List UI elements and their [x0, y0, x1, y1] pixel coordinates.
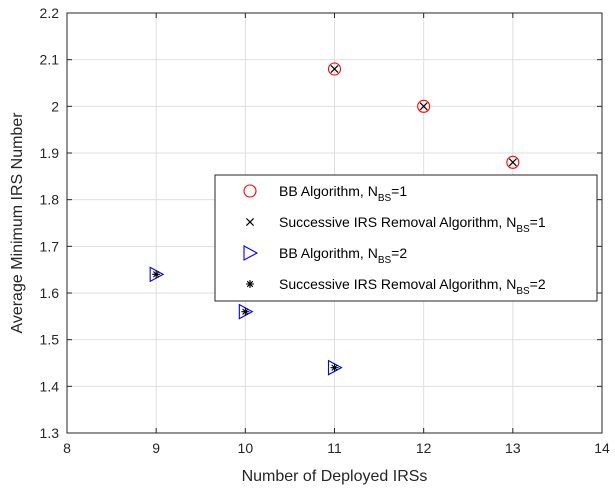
data-point-series-2: [419, 102, 428, 111]
tick-labels: 8 9 10 11 12 13 14 1.3 1.4 1.5 1.6 1.7 1.8 1.9 2 2.1 2.2: [40, 5, 610, 456]
legend-marker-2: [245, 217, 255, 227]
legend-marker-1: [243, 184, 257, 198]
x-tick-label: 12: [416, 440, 432, 456]
x-tick-label: 8: [63, 440, 71, 456]
y-tick-label: 1.8: [40, 192, 60, 208]
data-point-series-4: [152, 270, 161, 279]
y-tick-label: 1.5: [40, 332, 60, 348]
x-tick-label: 11: [327, 440, 342, 456]
y-tick-label: 2.2: [40, 5, 60, 21]
data-point-series-1: [327, 62, 342, 76]
legend-label-4: Successive IRS Removal Algorithm, NBS=2: [279, 276, 546, 297]
data-markers: [149, 62, 520, 376]
legend: BB Algorithm, NBS=1 Successive IRS Remova…: [214, 174, 598, 302]
data-point-series-2: [508, 158, 517, 167]
ticks: [66, 12, 603, 434]
y-tick-label: 1.9: [40, 145, 60, 161]
legend-marker-3: [243, 245, 259, 261]
x-tick-label: 13: [505, 440, 521, 456]
y-tick-label: 1.7: [40, 238, 60, 254]
data-point-series-4: [330, 363, 339, 372]
y-tick-label: 1.6: [40, 285, 60, 301]
y-tick-label: 1.3: [40, 425, 60, 441]
legend-label-3: BB Algorithm, NBS=2: [279, 245, 407, 266]
y-axis-label: Average Minimum IRS Number: [9, 112, 26, 334]
legend-box: [214, 174, 598, 302]
legend-label-1: BB Algorithm, NBS=1: [279, 183, 407, 204]
legend-label-2: Successive IRS Removal Algorithm, NBS=1: [279, 214, 546, 235]
data-point-series-2: [330, 64, 339, 74]
data-point-series-4: [241, 307, 250, 316]
legend-marker-4: [246, 280, 254, 288]
data-point-series-1: [417, 99, 431, 113]
data-point-series-1: [506, 155, 520, 169]
plot-frame: [66, 12, 603, 434]
x-tick-label: 9: [152, 440, 160, 456]
x-tick-label: 14: [594, 440, 610, 456]
y-tick-label: 1.4: [40, 378, 60, 394]
y-tick-label: 2.1: [40, 52, 60, 68]
x-tick-label: 10: [238, 440, 254, 456]
y-tick-label: 2: [51, 98, 59, 114]
x-axis-label: Number of Deployed IRSs: [242, 468, 428, 485]
